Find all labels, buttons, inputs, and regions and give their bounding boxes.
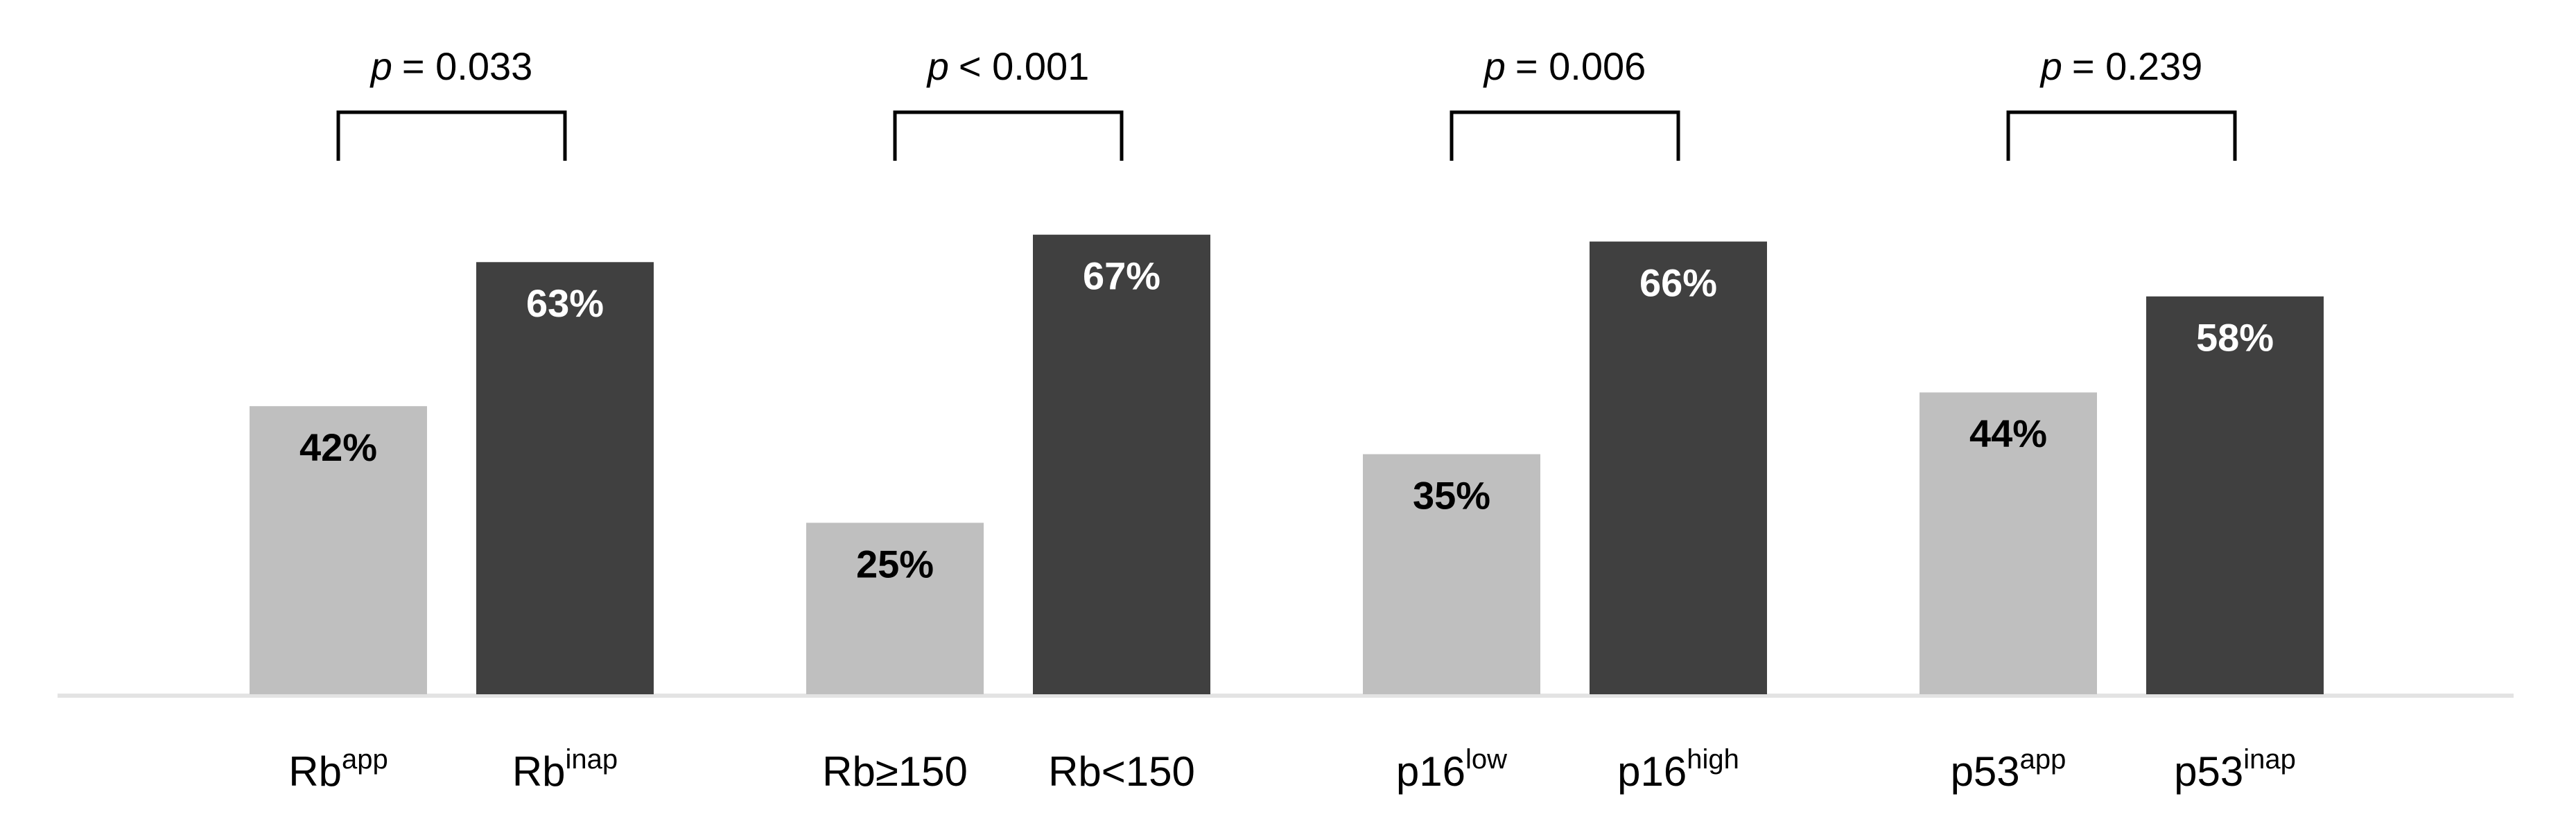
category-name: Rb — [288, 748, 342, 795]
p-value-text: = 0.006 — [1515, 44, 1646, 88]
p-symbol: p — [369, 44, 392, 88]
x-tick-label: Rb<150 — [1048, 748, 1195, 795]
x-tick-label: Rbinap — [512, 744, 618, 795]
bar — [1920, 392, 2097, 694]
value-label: 25% — [856, 542, 934, 585]
category-superscript: inap — [566, 744, 618, 775]
p-value-text: = 0.239 — [2072, 44, 2202, 88]
bar — [476, 262, 654, 694]
value-label: 63% — [526, 281, 604, 325]
significance-bracket — [893, 110, 1124, 161]
significance-bracket — [336, 110, 567, 161]
x-tick-label: p16low — [1396, 744, 1507, 795]
category-name: p53 — [2174, 748, 2243, 795]
category-name: Rb — [512, 748, 566, 795]
x-tick-label: p53inap — [2174, 744, 2296, 795]
bar — [1590, 241, 1767, 695]
bar — [2146, 296, 2324, 694]
significance-bracket — [2006, 110, 2237, 161]
category-superscript: app — [2020, 744, 2066, 775]
category-superscript: app — [342, 744, 388, 775]
bar — [1363, 454, 1540, 694]
p-symbol: p — [926, 44, 949, 88]
p-value-annotation: p < 0.001 — [926, 44, 1090, 88]
value-label: 44% — [1969, 412, 2047, 455]
x-tick-label: Rbapp — [288, 744, 388, 795]
p-symbol: p — [2039, 44, 2062, 88]
x-tick-label: p53app — [1951, 744, 2066, 795]
value-label: 66% — [1639, 261, 1717, 304]
value-label: 42% — [299, 425, 377, 469]
p-value-annotation: p = 0.033 — [369, 44, 533, 88]
p-value-text: < 0.001 — [959, 44, 1089, 88]
significance-bracket — [1450, 110, 1680, 161]
p-value-annotation: p = 0.239 — [2039, 44, 2203, 88]
p-value-text: = 0.033 — [402, 44, 532, 88]
x-tick-label: Rb≥150 — [822, 748, 968, 795]
category-name: p53 — [1951, 748, 2020, 795]
category-name: Rb<150 — [1048, 748, 1195, 795]
category-name: p16 — [1396, 748, 1465, 795]
bar — [250, 406, 427, 694]
category-name: Rb≥150 — [822, 748, 968, 795]
category-name: p16 — [1617, 748, 1687, 795]
category-superscript: high — [1687, 744, 1739, 775]
value-label: 35% — [1413, 473, 1490, 517]
value-label: 58% — [2196, 316, 2274, 360]
category-superscript: inap — [2243, 744, 2296, 775]
p-value-annotation: p = 0.006 — [1483, 44, 1646, 88]
bar — [1033, 234, 1210, 694]
p-symbol: p — [1483, 44, 1506, 88]
category-superscript: low — [1465, 744, 1507, 775]
value-label: 67% — [1083, 254, 1160, 297]
x-tick-label: p16high — [1617, 744, 1739, 795]
bar — [806, 522, 984, 694]
